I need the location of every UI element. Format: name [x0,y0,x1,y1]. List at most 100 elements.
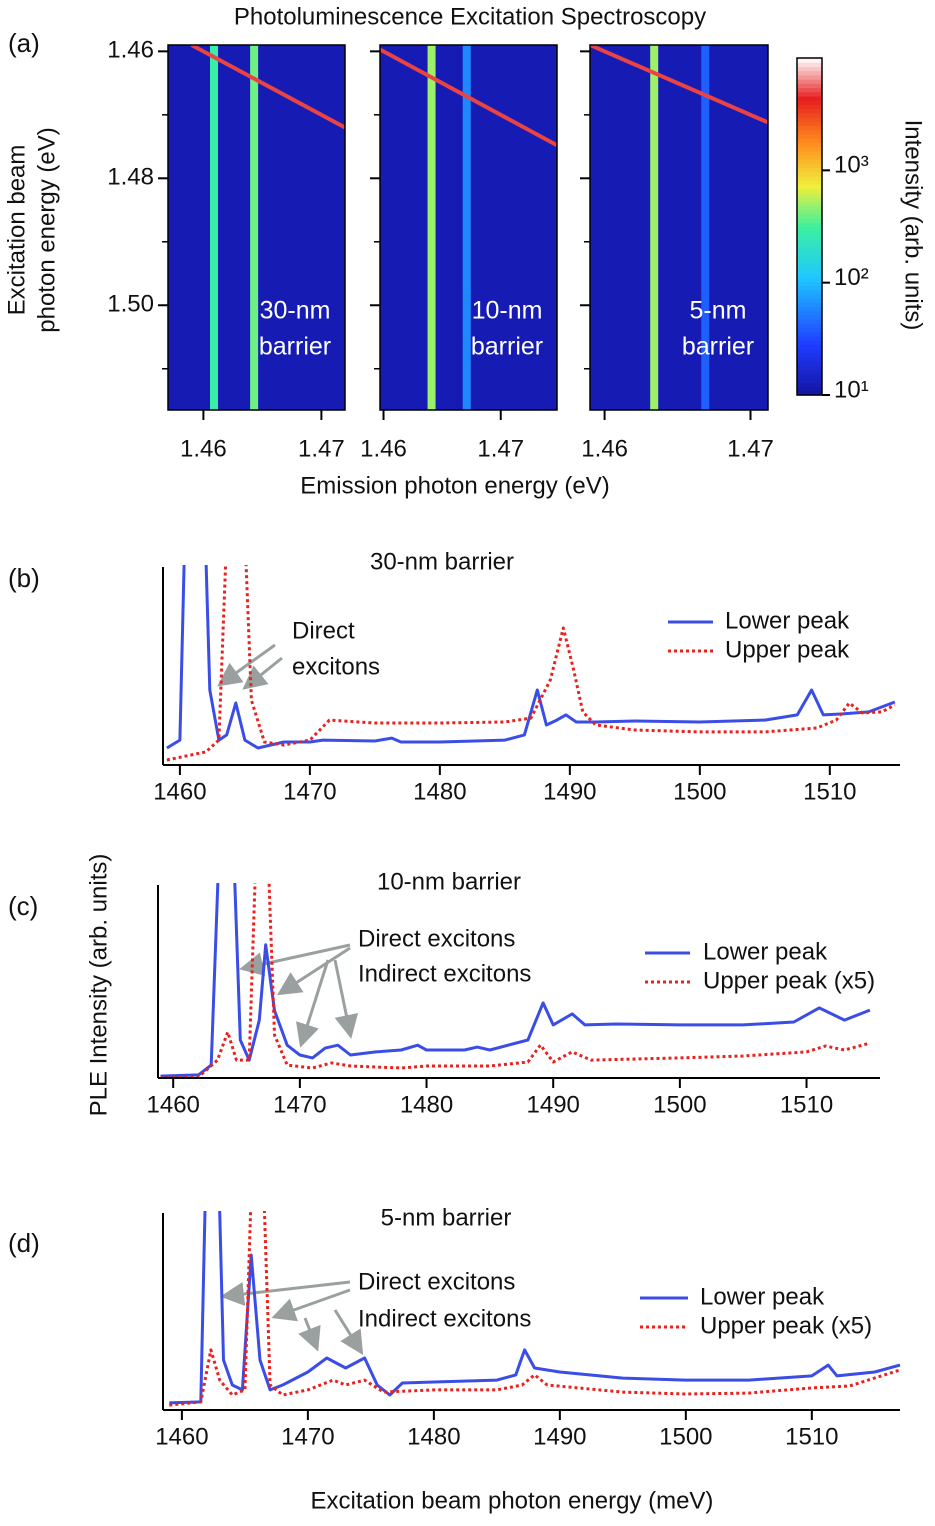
chart-title: 10-nm barrier [377,868,521,895]
colorbar-segment [797,70,822,76]
colorbar-segment [797,108,822,114]
annotation: Direct excitons [358,1268,515,1295]
colorbar-segment [797,209,822,215]
emission-streak [427,45,436,410]
plot-area [160,883,871,1078]
annotation: excitons [292,653,380,680]
colorbar-segment [797,247,822,253]
colorbar-segment [797,390,822,396]
colorbar-segment [797,302,822,308]
colorbar-segment [797,230,822,236]
y-tick-label: 1.48 [107,164,154,191]
colorbar-segment [797,129,822,135]
colorbar-segment [797,125,822,131]
panel-label: barrier [471,333,543,361]
y-axis-label: Excitation beam [3,145,30,316]
colorbar-segment [797,116,822,122]
colorbar-segment [797,159,822,164]
colorbar-segment [797,298,822,303]
heatmap-background [590,45,768,410]
colorbar-segment [797,378,822,383]
colorbar-segment [797,104,822,110]
colorbar-segment [797,197,822,202]
colorbar-segment [797,79,822,84]
x-axis-label: Emission photon energy (eV) [300,472,610,499]
legend-label: Upper peak (x5) [700,1312,872,1339]
x-tick-label: 1510 [803,778,856,805]
x-tick-label: 1490 [543,778,596,805]
chart-title: Photoluminescence Excitation Spectroscop… [234,3,706,30]
colorbar-segment [797,62,822,68]
annotation: Indirect excitons [358,1305,531,1332]
panel-frame [167,44,346,411]
x-tick-label: 1470 [273,1091,326,1118]
colorbar-segment [797,386,822,392]
x-tick-label: 1480 [407,1423,460,1450]
colorbar-segment [797,352,822,358]
laser-line [190,45,345,130]
panel-label: barrier [259,333,331,361]
colorbar-segment [797,180,822,185]
colorbar-segment [797,201,822,207]
colorbar-segment [797,319,822,324]
panel-label: (b) [8,563,40,593]
x-tick-label: 1.47 [477,435,524,462]
colorbar-segment [797,251,822,257]
panel-label: 5-nm [690,297,747,325]
panel-label: 30-nm [260,297,331,325]
panel-frame [589,44,769,411]
x-tick-label: 1510 [780,1091,833,1118]
colorbar-segment [797,365,822,371]
colorbar-segment [797,264,822,270]
colorbar-segment [797,344,822,350]
x-tick-label: 1460 [155,1423,208,1450]
legend-label: Lower peak [725,607,850,634]
colorbar-segment [797,95,822,101]
panel-label: (d) [8,1228,40,1258]
colorbar-segment [797,100,822,105]
colorbar-segment [797,213,822,219]
emission-streak [650,45,659,410]
x-tick-label: 1500 [659,1423,712,1450]
emission-streak [250,45,259,410]
y-tick-label: 1.50 [107,291,154,318]
colorbar-segment [797,348,822,354]
colorbar-segment [797,306,822,312]
heatmap-panel [380,45,557,410]
colorbar-segment [797,218,822,223]
x-tick-label: 1510 [785,1423,838,1450]
colorbar-segment [797,154,822,160]
colorbar-segment [797,293,822,299]
panel-label: 10-nm [472,297,543,325]
chart-title: 30-nm barrier [370,548,514,575]
x-tick-label: 1500 [673,778,726,805]
data-line [166,565,896,750]
colorbar-segment [797,121,822,126]
chart-title: 5-nm barrier [381,1204,512,1231]
colorbar-segment [797,133,822,139]
colorbar-segment [797,243,822,249]
colorbar-segment [797,327,822,333]
colorbar-segment [797,167,822,173]
x-tick-label: 1480 [413,778,466,805]
y-axis-label: PLE Intensity (arb. units) [85,854,112,1117]
data-line [160,883,871,1078]
data-line [169,1211,901,1405]
colorbar-segment [797,83,822,89]
colorbar-segment [797,87,822,93]
x-tick-label: 1470 [283,778,336,805]
colorbar-segment [797,268,822,274]
x-tick-label: 1500 [653,1091,706,1118]
colorbar-segment [797,66,822,72]
colorbar-segment [797,205,822,211]
legend-label: Upper peak (x5) [703,967,875,994]
colorbar-segment [797,150,822,156]
colorbar-segment [797,373,822,379]
annotation-arrow [220,1280,351,1306]
y-axis-label: photon energy (eV) [33,127,60,332]
x-tick-label: 1490 [527,1091,580,1118]
emission-streak [701,45,710,410]
emission-streak [210,45,219,410]
colorbar-segment [797,331,822,337]
colorbar-tick-label: 10¹ [834,376,869,403]
